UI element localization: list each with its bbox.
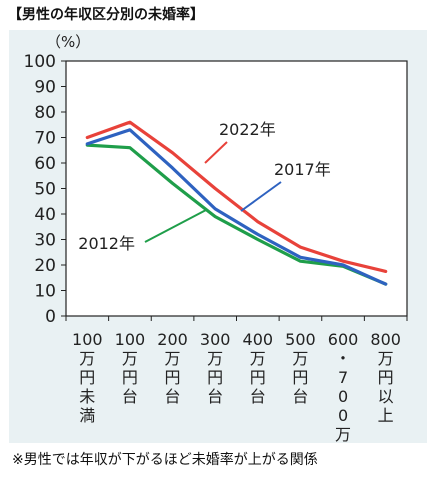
- series-label-2017年: 2017年: [274, 160, 331, 179]
- y-tick-label: 100: [24, 52, 56, 72]
- plot-area: [65, 60, 408, 317]
- footnote: ※男性では年収が下がるほど未婚率が上がる関係: [12, 452, 318, 468]
- y-tick-label: 60: [34, 154, 56, 174]
- x-tick-label: 100 万円台: [115, 330, 146, 406]
- y-unit-label: （%）: [46, 33, 90, 51]
- series-line-2017年: [85, 128, 388, 286]
- x-tick-label: 200 万円台: [157, 330, 188, 406]
- series-pointer-2012年: [144, 209, 207, 243]
- series-line-2022年: [85, 120, 388, 273]
- y-tick-label: 20: [34, 256, 56, 276]
- series-line-2012年: [85, 143, 388, 286]
- x-tick-label: 100 万円未満: [72, 330, 103, 425]
- line-chart: （%） 0 10 20 30 40 50 60 70 80 90 100 100 万円未満 100 万円台 20…: [24, 33, 408, 482]
- y-tick-label: 0: [45, 307, 56, 327]
- series-label-2022年: 2022年: [219, 120, 276, 139]
- x-tick-label: 800 万円以上: [370, 330, 401, 425]
- y-tick-label: 40: [34, 205, 56, 225]
- x-tick-label: 300 万円台: [200, 330, 231, 406]
- y-tick-label: 10: [34, 282, 56, 302]
- chart-area: （%） 0 10 20 30 40 50 60 70 80 90 100 100 万円未満 100 万円台 20…: [9, 30, 427, 482]
- series-pointer-2022年: [204, 141, 228, 164]
- x-tick-label: 400 万円台: [243, 330, 274, 406]
- chart-title: 【男性の年収区分別の未婚率】: [8, 7, 204, 23]
- series-pointer-2017年: [240, 181, 282, 212]
- y-tick-label: 90: [34, 78, 56, 98]
- y-tick-label: 70: [34, 129, 56, 149]
- x-tick-label: 600・700万円台: [328, 330, 359, 443]
- x-tick-label: 500 万円台: [285, 330, 316, 406]
- y-tick-label: 30: [34, 231, 56, 251]
- y-tick-label: 50: [34, 180, 56, 200]
- y-tick-label: 80: [34, 103, 56, 123]
- series-label-2012年: 2012年: [78, 234, 135, 253]
